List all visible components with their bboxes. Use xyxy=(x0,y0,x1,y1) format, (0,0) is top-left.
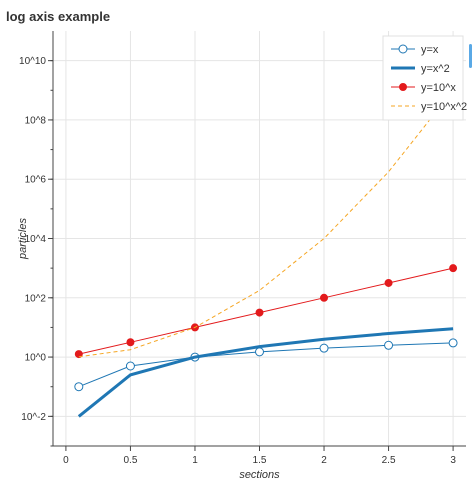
legend-label: y=10^x^2 xyxy=(421,101,467,113)
x-tick-label: 2.5 xyxy=(382,455,396,466)
series-1-point xyxy=(74,382,84,392)
x-tick-label: 1 xyxy=(192,455,198,466)
chart-title: log axis example xyxy=(6,9,111,24)
legend-label: y=10^x xyxy=(421,82,456,94)
x-tick-label: 3 xyxy=(450,455,456,466)
x-tick-label: 0 xyxy=(63,455,69,466)
legend-glyph-marker xyxy=(398,44,408,54)
legend: y=x y=x^2 y=10^x y=10^x^2 xyxy=(382,35,467,121)
series-3-point xyxy=(74,350,83,359)
y-tick-label: 10^10 xyxy=(19,56,46,67)
series-3-point xyxy=(255,308,264,317)
legend-label: y=x^2 xyxy=(421,63,450,75)
x-tick-label: 0.5 xyxy=(123,455,137,466)
series-1-point xyxy=(319,343,329,353)
series-line-1 xyxy=(78,342,454,388)
y-tick-label: 10^4 xyxy=(25,234,47,245)
series-line-3 xyxy=(78,267,454,355)
legend-label: y=x xyxy=(421,44,439,56)
grid-layer xyxy=(53,31,466,446)
series-3-point xyxy=(384,278,393,287)
series-1-point xyxy=(125,361,135,371)
legend-box xyxy=(382,35,464,121)
series-line-4 xyxy=(78,89,454,358)
series-3-point xyxy=(449,264,458,273)
series-1-point xyxy=(255,347,264,357)
y-tick-label: 10^6 xyxy=(25,175,47,186)
series-layer xyxy=(74,89,458,418)
axis-layer: 0 0.5 1 1.5 2 2.5 3 10^-2 10^0 10^2 10^4 10^6 10^8 10… xyxy=(17,31,466,481)
y-tick-label: 10^0 xyxy=(25,353,47,364)
x-axis-label: sections xyxy=(239,469,280,481)
y-tick-label: 10^-2 xyxy=(21,412,46,423)
series-3-point xyxy=(126,338,135,347)
series-3-point xyxy=(320,293,329,302)
series-1-point xyxy=(448,338,458,348)
series-1-point xyxy=(384,340,394,350)
y-axis-label: particles xyxy=(17,218,29,260)
x-tick-label: 2 xyxy=(321,455,327,466)
series-line-2 xyxy=(77,327,454,418)
legend-glyph-marker xyxy=(399,83,407,91)
y-tick-label: 10^2 xyxy=(25,293,47,304)
y-tick-label: 10^8 xyxy=(25,115,47,126)
scrollbar-thumb[interactable] xyxy=(469,44,472,68)
x-tick-label: 1.5 xyxy=(253,455,267,466)
